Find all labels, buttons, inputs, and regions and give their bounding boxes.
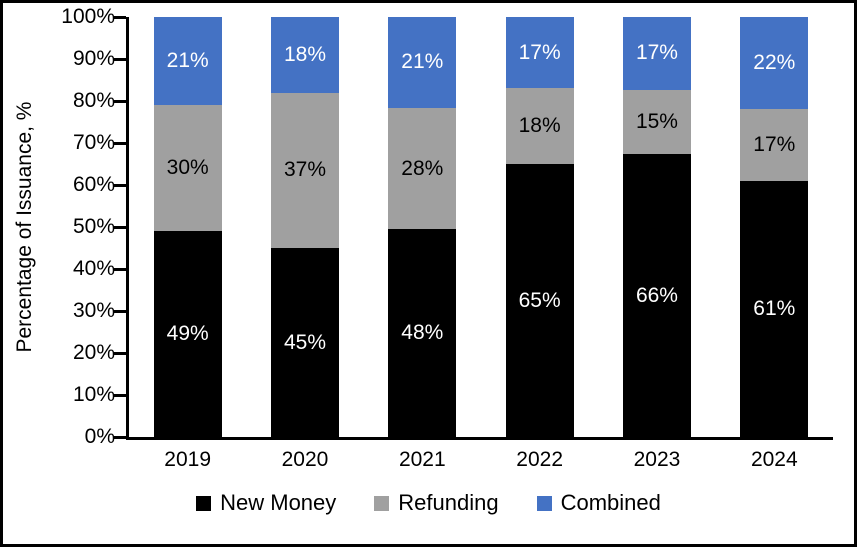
y-tick-mark xyxy=(114,226,126,229)
segment-refunding: 15% xyxy=(622,89,691,155)
data-label: 21% xyxy=(166,49,209,73)
y-tick-mark xyxy=(114,394,126,397)
plot-area: 21% 30% 49% 18% 37% 45% 21% 28% 48% 17% 18% 65% 17% 1… xyxy=(114,16,833,440)
y-tick-label: 50% xyxy=(72,215,115,238)
data-label: 66% xyxy=(635,283,678,307)
stacked-bar-2022: 17% 18% 65% xyxy=(505,17,574,437)
bar-slot: 21% 30% 49% xyxy=(129,17,246,437)
segment-new-money: 48% xyxy=(388,229,457,437)
stacked-bar-2019: 21% 30% 49% xyxy=(153,17,222,437)
x-tick-label: 2023 xyxy=(633,448,681,471)
segment-combined: 22% xyxy=(740,17,809,110)
segment-combined: 17% xyxy=(622,17,691,90)
segment-refunding: 37% xyxy=(270,92,340,248)
y-tick-label: 20% xyxy=(72,341,115,364)
segment-new-money: 61% xyxy=(740,180,809,437)
y-tick-mark xyxy=(114,100,126,103)
segment-refunding: 30% xyxy=(153,105,222,232)
segment-new-money: 65% xyxy=(505,164,574,437)
bar-slot: 21% 28% 48% xyxy=(364,17,481,437)
legend-swatch-combined xyxy=(536,495,552,511)
bars-container: 21% 30% 49% 18% 37% 45% 21% 28% 48% 17% 18% 65% 17% 1… xyxy=(129,17,833,437)
y-tick-mark xyxy=(114,142,126,145)
data-label: 49% xyxy=(166,322,209,346)
y-tick-label: 60% xyxy=(72,173,115,196)
data-label: 65% xyxy=(518,288,561,312)
stacked-bar-2021: 21% 28% 48% xyxy=(388,17,457,437)
data-label: 37% xyxy=(283,158,326,182)
data-label: 22% xyxy=(753,51,796,75)
data-label: 18% xyxy=(283,42,326,66)
y-tick-mark xyxy=(114,58,126,61)
data-label: 17% xyxy=(635,41,678,65)
stacked-bar-2020: 18% 37% 45% xyxy=(270,17,340,437)
segment-new-money: 45% xyxy=(270,248,340,437)
legend-item-new-money: New Money xyxy=(196,490,336,516)
legend-item-combined: Combined xyxy=(536,490,661,516)
bar-slot: 18% 37% 45% xyxy=(246,17,363,437)
legend-label: Combined xyxy=(560,490,661,515)
data-label: 30% xyxy=(166,156,209,180)
y-tick-mark xyxy=(114,352,126,355)
x-tick-label: 2024 xyxy=(750,448,798,471)
x-tick-label: 2020 xyxy=(281,448,329,471)
y-tick-label: 80% xyxy=(72,89,115,112)
segment-new-money: 66% xyxy=(622,154,691,437)
segment-refunding: 18% xyxy=(505,88,574,164)
y-tick-label: 90% xyxy=(72,47,115,70)
y-tick-label: 70% xyxy=(72,131,115,154)
legend-item-refunding: Refunding xyxy=(374,490,499,516)
segment-combined: 21% xyxy=(153,17,222,106)
y-tick-mark xyxy=(114,310,126,313)
stacked-bar-2024: 22% 17% 61% xyxy=(740,17,809,437)
y-tick-mark xyxy=(114,268,126,271)
legend-swatch-refunding xyxy=(374,495,390,511)
data-label: 21% xyxy=(401,50,444,74)
segment-combined: 18% xyxy=(270,17,340,93)
y-tick-label: 10% xyxy=(72,383,115,406)
y-axis-labels: 0% 10% 20% 30% 40% 50% 60% 70% 80% 90% 100% xyxy=(3,5,115,448)
data-label: 17% xyxy=(753,133,796,157)
y-axis-ticks xyxy=(114,16,833,439)
segment-combined: 17% xyxy=(505,17,574,89)
bar-slot: 22% 17% 61% xyxy=(716,17,833,437)
bar-slot: 17% 15% 66% xyxy=(598,17,715,437)
x-tick-label: 2022 xyxy=(516,448,563,471)
data-label: 15% xyxy=(635,110,678,134)
data-label: 48% xyxy=(401,321,444,345)
y-tick-mark xyxy=(114,436,126,439)
legend: New Money Refunding Combined xyxy=(3,490,854,516)
stacked-bar-2023: 17% 15% 66% xyxy=(622,17,691,437)
y-tick-label: 100% xyxy=(61,5,115,28)
segment-new-money: 49% xyxy=(153,231,222,437)
y-tick-label: 30% xyxy=(72,299,115,322)
segment-refunding: 28% xyxy=(388,107,457,230)
legend-label: New Money xyxy=(220,490,337,515)
y-tick-mark xyxy=(114,16,126,19)
x-axis-labels: 2019 2020 2021 2022 2023 2024 xyxy=(129,448,833,472)
data-label: 18% xyxy=(518,114,561,138)
y-tick-label: 0% xyxy=(84,425,115,448)
x-tick-label: 2019 xyxy=(164,448,212,471)
data-label: 28% xyxy=(401,156,444,180)
bar-slot: 17% 18% 65% xyxy=(481,17,598,437)
y-tick-label: 40% xyxy=(72,257,115,280)
x-tick-label: 2021 xyxy=(398,448,446,471)
legend-label: Refunding xyxy=(398,490,499,515)
y-tick-mark xyxy=(114,184,126,187)
segment-refunding: 17% xyxy=(740,109,809,181)
data-label: 61% xyxy=(753,296,796,320)
legend-swatch-new-money xyxy=(196,495,212,511)
segment-combined: 21% xyxy=(388,17,457,108)
data-label: 45% xyxy=(283,330,326,354)
data-label: 17% xyxy=(518,40,561,64)
